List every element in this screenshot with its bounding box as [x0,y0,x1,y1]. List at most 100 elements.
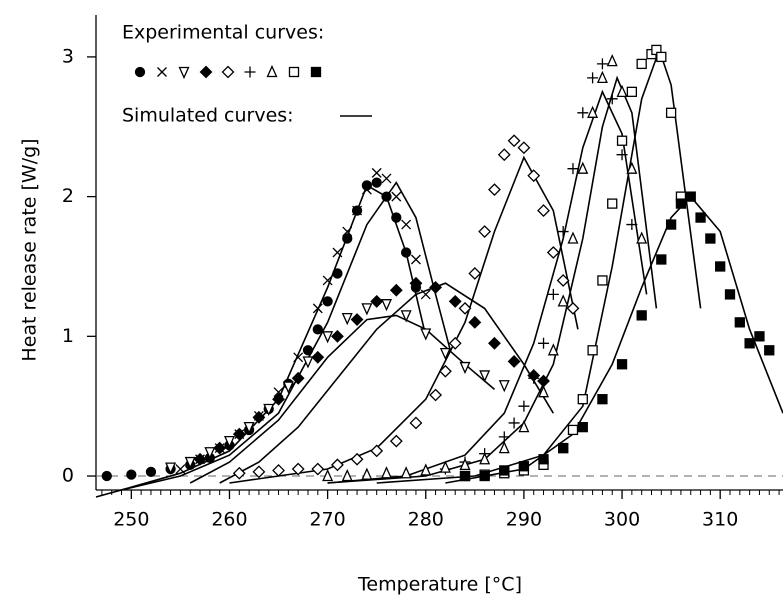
marker-cross [352,205,363,216]
marker-filled-diamond [331,329,344,343]
y-tick-label: 0 [62,465,74,487]
marker-open-diamond [291,462,305,476]
marker-open-square [607,198,618,209]
marker-open-diamond [478,225,492,238]
marker-open-down-triangle [361,303,373,316]
marker-open-diamond [252,465,266,479]
marker-open-diamond [429,388,442,402]
x-tick-label: 270 [309,509,345,531]
marker-filled-diamond [448,294,462,308]
marker-open-up-triangle [361,467,373,480]
marker-open-down-triangle [380,299,393,312]
y-tick-label: 1 [62,325,74,347]
marker-filled-diamond [213,441,227,455]
marker-cross [371,167,382,178]
simulated-curve [219,282,554,484]
marker-filled-square [616,359,628,370]
marker-filled-diamond [232,427,246,441]
marker-open-square [577,394,588,405]
marker-open-up-triangle [577,161,589,174]
marker-open-diamond [566,301,580,315]
marker-open-up-triangle [341,468,353,482]
marker-filled-square [685,191,696,202]
marker-open-diamond [546,246,560,259]
marker-open-down-triangle [184,456,196,470]
marker-open-diamond [497,148,511,162]
marker-filled-diamond [311,350,325,364]
marker-open-diamond [232,466,246,480]
marker-cross [322,275,333,286]
x-axis-label: Temperature [°C] [357,574,522,596]
marker-cross [391,191,402,202]
marker-open-up-triangle [518,420,530,433]
marker-open-down-triangle [420,328,432,341]
marker-cross [401,219,412,230]
marker-filled-square [734,317,745,328]
marker-filled-square [597,394,608,405]
marker-filled-diamond [468,315,482,329]
simulated-curve [327,89,648,484]
marker-plus [557,226,569,238]
marker-filled-circle [101,470,112,482]
marker-open-square [636,58,647,70]
marker-open-down-triangle [243,421,255,435]
marker-open-up-triangle [322,468,334,482]
x-tick-label: 250 [113,509,149,531]
legend-experimental: Experimental curves: [122,22,324,44]
marker-filled-diamond [193,452,207,466]
marker-filled-diamond [199,65,213,79]
marker-filled-square [754,331,765,342]
marker-plus [538,337,550,349]
marker-open-up-triangle [266,64,278,78]
marker-plus [244,66,256,78]
marker-filled-square [518,461,530,472]
x-tick-label: 280 [408,509,444,531]
marker-open-down-triangle [165,462,177,475]
marker-open-up-triangle [596,70,608,84]
marker-open-down-triangle [400,310,412,323]
y-tick-label: 3 [62,45,74,67]
marker-filled-circle [302,345,314,356]
marker-filled-square [558,442,569,454]
marker-open-square [665,107,677,118]
marker-open-up-triangle [479,452,491,465]
marker-filled-diamond [507,355,521,368]
simulated-curve [95,184,427,498]
marker-open-diamond [488,183,501,197]
marker-filled-square [538,454,549,465]
marker-cross [312,303,323,314]
marker-plus [596,58,608,70]
marker-open-up-triangle [636,231,648,244]
marker-filled-square [310,66,322,78]
marker-plus [606,93,618,105]
marker-filled-circle [391,212,402,223]
marker-open-diamond [409,416,423,430]
marker-filled-square [656,254,667,265]
marker-open-diamond [370,444,384,458]
marker-cross [361,184,372,195]
marker-filled-square [764,345,775,356]
marker-plus [577,107,589,119]
marker-open-diamond [517,141,531,155]
marker-filled-circle [322,296,333,307]
simulated-curve [229,155,579,484]
marker-open-square [288,66,300,78]
marker-open-down-triangle [204,447,216,460]
marker-filled-circle [126,469,137,480]
marker-open-up-triangle [420,463,432,476]
marker-open-down-triangle [263,403,275,417]
marker-filled-square [665,219,677,230]
marker-filled-square [705,233,716,244]
legend-simulated: Simulated curves: [122,105,294,127]
marker-filled-circle [342,233,353,244]
marker-filled-circle [312,324,323,335]
y-tick-label: 2 [62,185,74,207]
marker-open-up-triangle [380,466,393,479]
marker-open-diamond [507,134,521,148]
marker-open-down-triangle [282,381,294,394]
marker-filled-square [695,212,706,223]
marker-open-down-triangle [439,347,451,361]
marker-filled-diamond [252,410,266,424]
marker-open-square [656,51,667,63]
marker-open-down-triangle [498,380,510,393]
